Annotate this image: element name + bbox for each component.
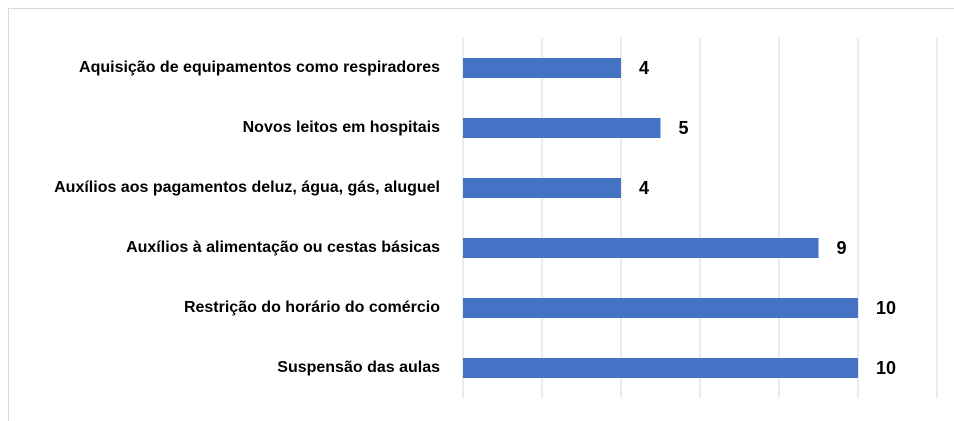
category-label: Aquisição de equipamentos como respirado… — [79, 59, 440, 76]
category-label: Auxílios à alimentação ou cestas básicas — [126, 239, 440, 256]
bar — [463, 358, 858, 378]
category-label: Novos leitos em hospitais — [242, 119, 440, 136]
value-label: 4 — [639, 178, 649, 198]
value-label: 5 — [679, 118, 689, 138]
category-label: Auxílios aos pagamentos deluz, água, gás… — [54, 179, 440, 196]
category-label: Suspensão das aulas — [277, 359, 440, 376]
bar — [463, 58, 621, 78]
bar — [463, 178, 621, 198]
value-label: 10 — [876, 298, 896, 318]
chart-frame — [8, 8, 954, 421]
category-label: Restrição do horário do comércio — [183, 299, 440, 316]
value-label: 10 — [876, 358, 896, 378]
value-label: 4 — [639, 58, 649, 78]
bar — [463, 118, 661, 138]
value-label: 9 — [837, 238, 847, 258]
bar — [463, 298, 858, 318]
bar — [463, 238, 819, 258]
